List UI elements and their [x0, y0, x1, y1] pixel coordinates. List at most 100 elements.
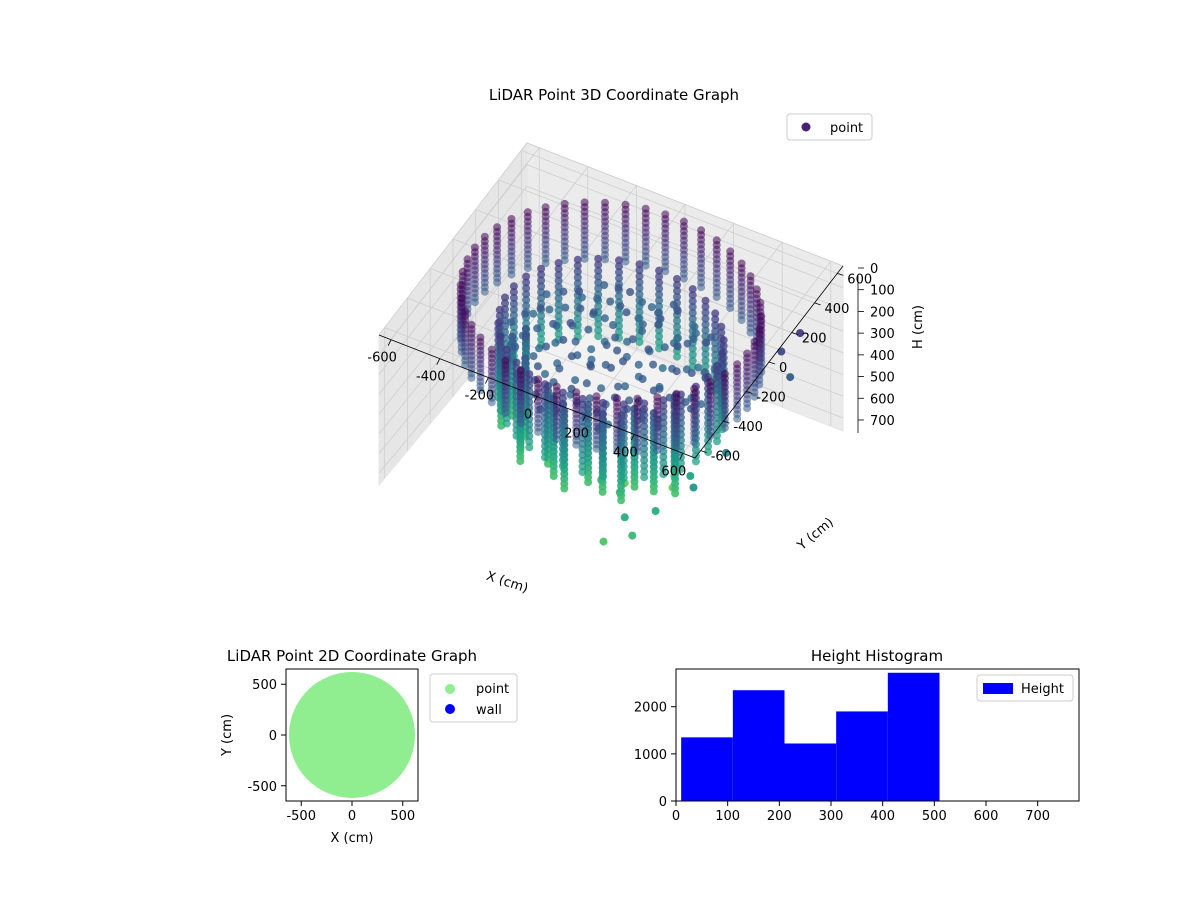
point-3d	[502, 345, 511, 354]
point-3d	[615, 327, 623, 336]
x-tick-label: -200	[465, 389, 495, 404]
point-3d	[558, 450, 567, 459]
chart-3d-legend-marker	[801, 122, 811, 132]
point-3d	[507, 270, 516, 279]
point-3d	[690, 438, 699, 447]
point-3d	[559, 335, 568, 344]
point-3d	[554, 312, 563, 321]
point-3d	[535, 344, 544, 353]
point-3d	[507, 318, 515, 327]
point-3d	[525, 437, 534, 446]
y-tick-label: 400	[825, 302, 850, 317]
point-3d	[640, 399, 649, 408]
point-3d	[635, 272, 644, 281]
point-3d	[673, 306, 682, 315]
point-3d	[634, 360, 643, 369]
point-3d	[594, 254, 603, 263]
point-3d	[635, 338, 644, 346]
y-tick-label: -400	[733, 420, 763, 435]
point-3d	[619, 445, 628, 454]
chart-3d-ylabel: Y (cm)	[794, 515, 837, 554]
point-3d	[640, 405, 649, 414]
point-3d	[647, 303, 656, 312]
point-3d	[541, 453, 549, 462]
point-3d	[689, 335, 698, 343]
point-3d	[640, 450, 649, 459]
z-tick-label: 700	[870, 414, 895, 429]
point-3d	[619, 456, 628, 465]
point-3d	[653, 446, 662, 455]
point-3d	[529, 309, 538, 318]
point-3d	[533, 324, 542, 333]
point-3d	[628, 335, 637, 344]
y-tick	[791, 332, 798, 335]
point-3d	[694, 363, 703, 372]
point-3d	[501, 299, 509, 308]
point-3d	[594, 266, 603, 275]
point-3d	[594, 272, 603, 281]
chart-3d-title: LiDAR Point 3D Coordinate Graph	[489, 86, 739, 104]
point-3d	[572, 440, 581, 449]
point-3d	[566, 319, 575, 327]
point-3d	[718, 355, 727, 364]
point-3d	[501, 409, 510, 418]
point-3d	[537, 282, 546, 291]
point-3d	[537, 270, 546, 279]
point-3d	[713, 367, 721, 376]
point-3d	[676, 464, 685, 473]
point-3d	[521, 332, 530, 341]
point-3d	[615, 256, 623, 265]
point-3d	[659, 464, 668, 473]
x-tick	[630, 434, 635, 441]
point-3d	[621, 257, 630, 266]
point-3d	[701, 356, 710, 365]
point-3d	[578, 462, 587, 471]
point-3d	[726, 304, 735, 313]
point-3d	[654, 308, 663, 317]
point-3d	[558, 433, 567, 442]
point-3d	[655, 302, 664, 311]
point-3d	[619, 462, 628, 471]
x-tick	[387, 339, 392, 346]
point-3d	[552, 435, 561, 444]
point-3d	[786, 373, 795, 382]
point-3d	[537, 317, 546, 326]
point-3d	[558, 439, 567, 448]
x-tick	[582, 415, 586, 422]
point-3d	[701, 314, 710, 323]
point-3d	[573, 261, 582, 270]
point-3d	[594, 332, 603, 341]
point-disc	[289, 672, 415, 798]
point-3d	[641, 261, 650, 270]
z-tick-label: 300	[870, 327, 895, 342]
point-3d	[541, 419, 549, 428]
point-3d	[578, 445, 587, 454]
point-3d	[599, 472, 607, 481]
point-3d	[578, 451, 587, 460]
histogram-bar	[784, 743, 837, 801]
point-3d	[577, 293, 586, 302]
point-3d	[525, 409, 534, 418]
point-3d	[704, 448, 713, 457]
point-3d	[578, 456, 587, 465]
point-3d	[717, 328, 726, 337]
point-3d	[554, 282, 563, 291]
point-3d	[672, 367, 681, 376]
point-3d	[578, 417, 587, 426]
point-3d	[567, 352, 576, 361]
point-3d	[470, 298, 479, 307]
point-3d	[615, 322, 623, 330]
point-3d	[640, 422, 649, 431]
y-tick-label: -500	[247, 780, 277, 795]
point-3d	[599, 438, 607, 447]
point-3d	[640, 456, 649, 465]
y-tick-label: 500	[252, 678, 277, 693]
point-3d	[525, 398, 534, 407]
point-3d	[587, 345, 596, 354]
point-3d	[711, 350, 720, 359]
point-3d	[659, 401, 668, 410]
point-3d	[719, 336, 728, 345]
chart-3d: LiDAR Point 3D Coordinate Graph -600 -400…	[367, 86, 926, 596]
y-tick-label: 0	[269, 729, 277, 744]
